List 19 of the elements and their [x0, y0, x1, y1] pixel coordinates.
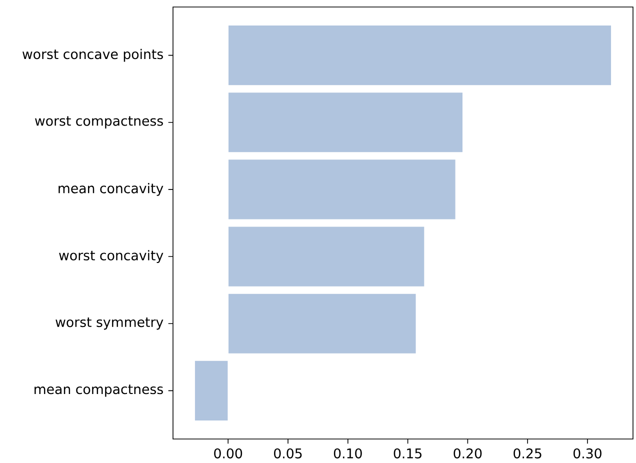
x-tick-label: 0.30: [574, 448, 602, 458]
bar: [228, 226, 425, 288]
bar: [194, 360, 229, 422]
bar: [228, 293, 417, 354]
y-tick-label: worst concave points: [22, 48, 163, 62]
x-tick-label: 0.20: [454, 448, 482, 458]
x-tick-label: 0.25: [514, 448, 542, 458]
y-tick-label: mean concavity: [58, 182, 164, 196]
x-tick-label: 0.15: [394, 448, 422, 458]
bar: [228, 158, 456, 220]
y-tick-label: mean compactness: [34, 384, 163, 397]
y-tick-label: worst symmetry: [56, 318, 164, 330]
y-tick-label: worst compactness: [35, 116, 163, 128]
x-tick-label: 0.00: [214, 448, 242, 458]
x-tick-label: 0.10: [334, 448, 362, 458]
x-tick-label: 0.05: [274, 448, 302, 458]
bar: [228, 92, 464, 153]
y-tick-label: worst concavity: [59, 250, 164, 263]
bar: [228, 24, 612, 86]
